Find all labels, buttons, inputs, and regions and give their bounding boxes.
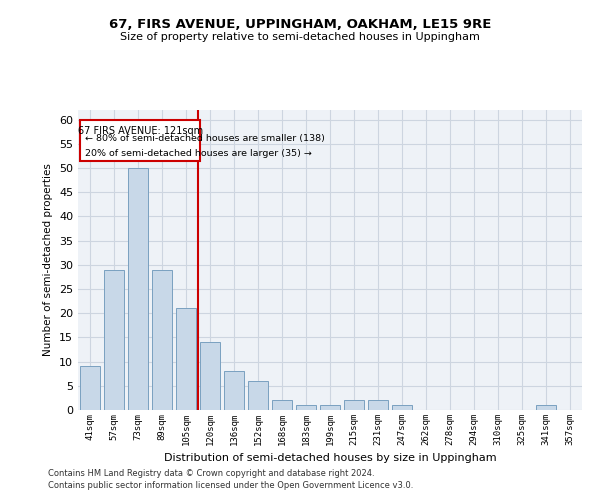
Text: 20% of semi-detached houses are larger (35) →: 20% of semi-detached houses are larger (… <box>85 149 313 158</box>
Text: Contains HM Land Registry data © Crown copyright and database right 2024.: Contains HM Land Registry data © Crown c… <box>48 468 374 477</box>
Bar <box>224 372 244 410</box>
Bar <box>296 405 316 410</box>
Bar <box>152 270 172 410</box>
Bar <box>200 342 220 410</box>
FancyBboxPatch shape <box>80 120 200 161</box>
Y-axis label: Number of semi-detached properties: Number of semi-detached properties <box>43 164 53 356</box>
Bar <box>128 168 148 410</box>
Bar <box>320 405 340 410</box>
Text: ← 80% of semi-detached houses are smaller (138): ← 80% of semi-detached houses are smalle… <box>85 134 325 142</box>
Bar <box>272 400 292 410</box>
Text: 67, FIRS AVENUE, UPPINGHAM, OAKHAM, LE15 9RE: 67, FIRS AVENUE, UPPINGHAM, OAKHAM, LE15… <box>109 18 491 30</box>
Text: Size of property relative to semi-detached houses in Uppingham: Size of property relative to semi-detach… <box>120 32 480 42</box>
Text: 67 FIRS AVENUE: 121sqm: 67 FIRS AVENUE: 121sqm <box>78 126 203 136</box>
Bar <box>344 400 364 410</box>
Bar <box>392 405 412 410</box>
Text: Contains public sector information licensed under the Open Government Licence v3: Contains public sector information licen… <box>48 481 413 490</box>
Bar <box>248 381 268 410</box>
X-axis label: Distribution of semi-detached houses by size in Uppingham: Distribution of semi-detached houses by … <box>164 454 496 464</box>
Bar <box>368 400 388 410</box>
Bar <box>536 405 556 410</box>
Bar <box>176 308 196 410</box>
Bar <box>104 270 124 410</box>
Bar <box>80 366 100 410</box>
